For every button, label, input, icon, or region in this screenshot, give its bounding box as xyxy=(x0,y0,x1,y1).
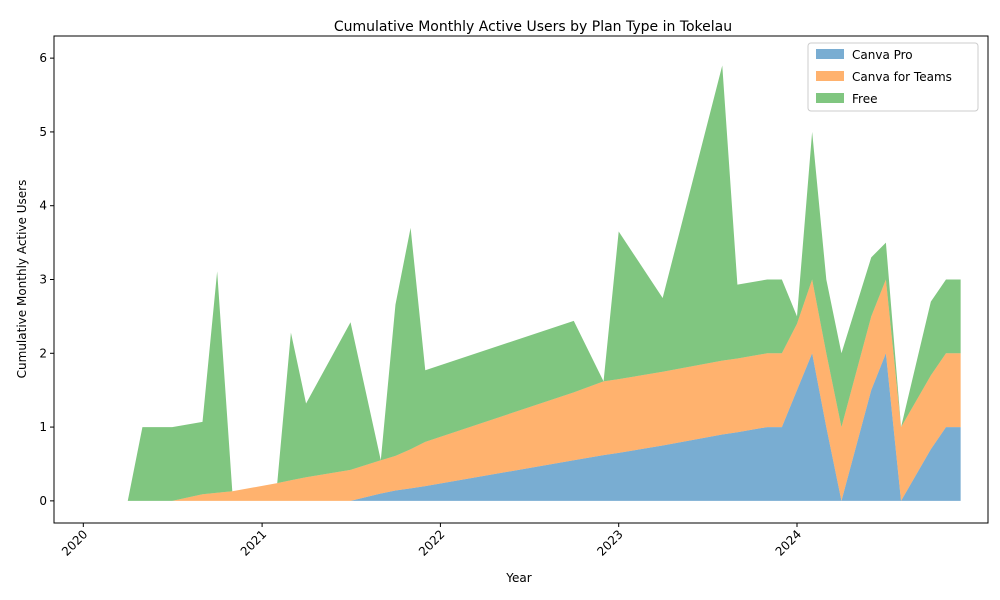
y-tick-label: 4 xyxy=(39,199,47,213)
chart-title: Cumulative Monthly Active Users by Plan … xyxy=(334,19,732,35)
series-areas xyxy=(127,65,961,501)
y-tick-label: 1 xyxy=(39,420,47,434)
area-series-canva-for-teams xyxy=(127,279,961,501)
y-tick-label: 0 xyxy=(39,494,47,508)
y-axis-title: Cumulative Monthly Active Users xyxy=(15,180,29,379)
y-tick-label: 2 xyxy=(39,346,47,360)
y-tick-label: 5 xyxy=(39,125,47,139)
area-series-free xyxy=(127,65,961,501)
legend-label-canva-for-teams: Canva for Teams xyxy=(852,70,952,84)
legend-swatch-free xyxy=(816,93,844,103)
area-series-canva-pro xyxy=(127,353,961,501)
legend-label-canva-pro: Canva Pro xyxy=(852,48,913,62)
legend: Canva Pro Canva for Teams Free xyxy=(807,42,979,112)
legend-label-free: Free xyxy=(852,92,877,106)
y-tick-label: 6 xyxy=(39,51,47,65)
y-axis: 0 1 2 3 4 5 6 xyxy=(39,51,54,508)
y-tick-label: 3 xyxy=(39,273,47,287)
legend-swatch-canva-pro xyxy=(816,49,844,59)
legend-box xyxy=(807,42,979,112)
legend-swatch-canva-for-teams xyxy=(816,71,844,81)
x-axis-title: Year xyxy=(505,571,531,585)
